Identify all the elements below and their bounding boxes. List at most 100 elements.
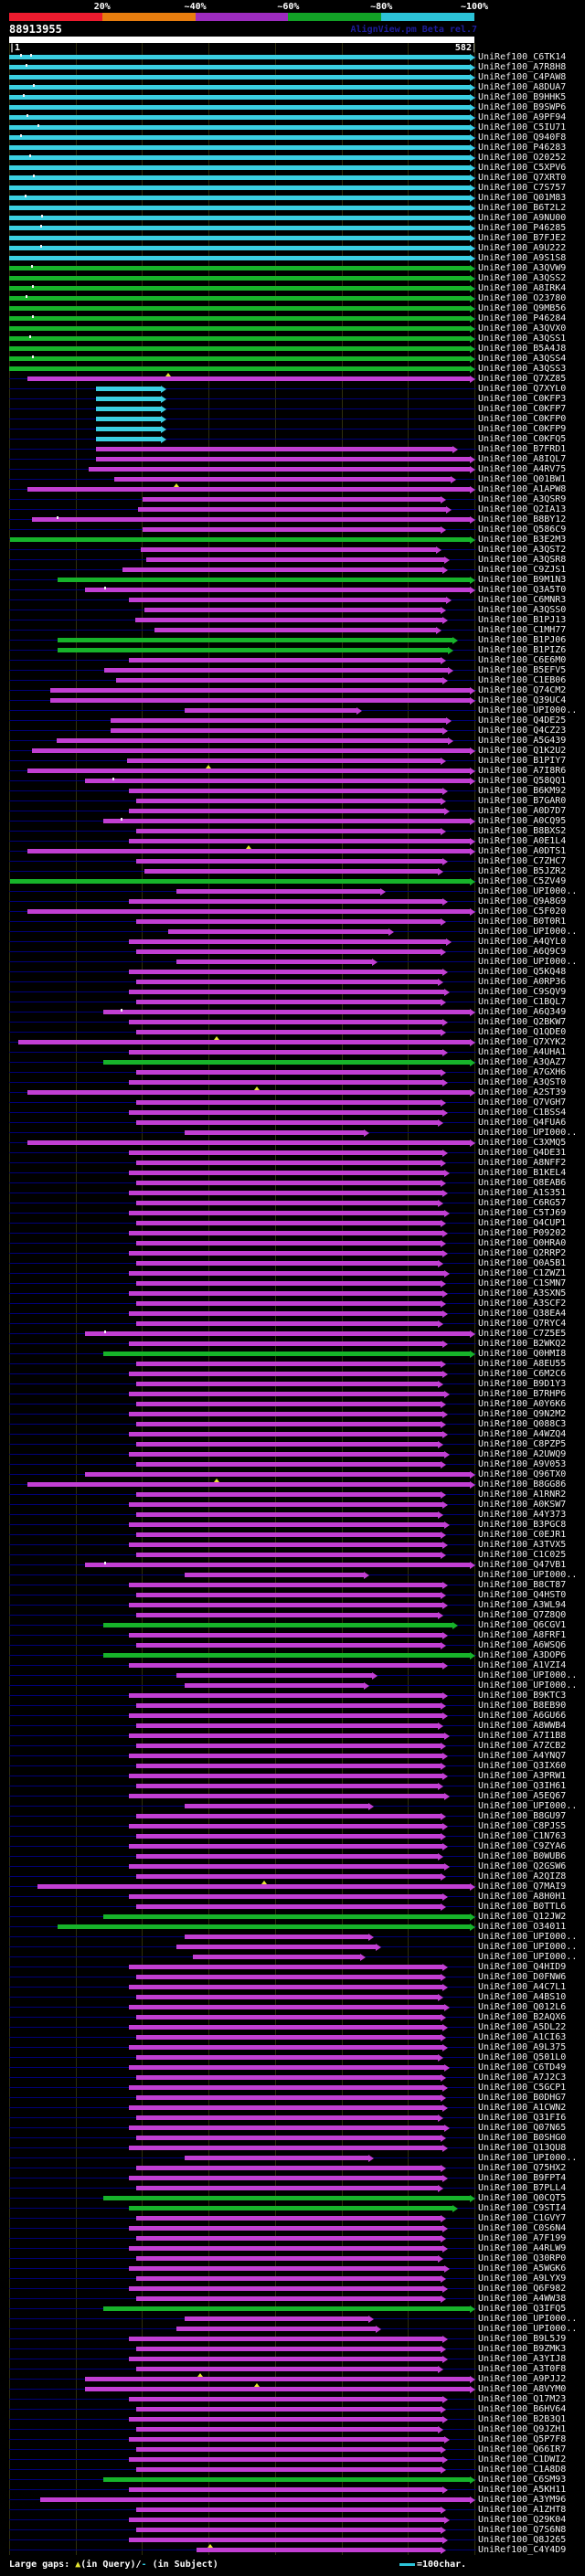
alignment-bar[interactable] <box>136 1854 438 1859</box>
alignment-bar[interactable] <box>128 809 444 813</box>
subject-label[interactable]: UniRef100_Q4HID9 <box>478 1962 567 1972</box>
subject-label[interactable]: UniRef100_A3QAZ7 <box>478 1057 567 1067</box>
alignment-row[interactable]: UniRef100_Q47VB1 <box>0 1560 585 1570</box>
subject-label[interactable]: UniRef100_A3PRW1 <box>478 1771 567 1781</box>
subject-label[interactable]: UniRef100_D0FNW6 <box>478 1972 567 1982</box>
alignment-bar[interactable] <box>136 1764 441 1768</box>
subject-label[interactable]: UniRef100_Q9A8G9 <box>478 896 567 906</box>
subject-label[interactable]: UniRef100_Q3A5T0 <box>478 585 567 595</box>
alignment-bar[interactable] <box>40 2497 470 2502</box>
alignment-bar[interactable] <box>144 608 441 612</box>
subject-label[interactable]: UniRef100_A0DTS1 <box>478 846 567 856</box>
alignment-bar[interactable] <box>136 2467 441 2472</box>
alignment-bar[interactable] <box>128 1824 443 1829</box>
subject-label[interactable]: UniRef100_A9LYX9 <box>478 2274 567 2284</box>
alignment-bar[interactable] <box>128 1794 444 1798</box>
alignment-row[interactable]: UniRef100_UPI000.. <box>0 927 585 937</box>
subject-label[interactable]: UniRef100_C3XMQ5 <box>478 1138 567 1148</box>
alignment-bar[interactable] <box>9 326 470 331</box>
subject-label[interactable]: UniRef100_P46285 <box>478 223 567 233</box>
subject-label[interactable]: UniRef100_Q58QQ1 <box>478 776 567 786</box>
alignment-row[interactable]: UniRef100_C7S757 <box>0 183 585 193</box>
alignment-row[interactable]: UniRef100_A7F199 <box>0 2233 585 2243</box>
subject-label[interactable]: UniRef100_A4YNQ7 <box>478 1751 567 1761</box>
alignment-bar[interactable] <box>102 1914 470 1919</box>
alignment-row[interactable]: UniRef100_C5GCP1 <box>0 2083 585 2093</box>
subject-label[interactable]: UniRef100_C5F020 <box>478 906 567 917</box>
alignment-row[interactable]: UniRef100_C1GVY7 <box>0 2213 585 2223</box>
subject-label[interactable]: UniRef100_Q7RYC4 <box>478 1319 567 1329</box>
alignment-bar[interactable] <box>128 2146 443 2150</box>
subject-label[interactable]: UniRef100_B6HV64 <box>478 2404 567 2414</box>
subject-label[interactable]: UniRef100_A7R8H8 <box>478 62 567 72</box>
alignment-bar[interactable] <box>136 1241 441 1246</box>
subject-label[interactable]: UniRef100_C6MNR3 <box>478 595 567 605</box>
alignment-bar[interactable] <box>128 2025 443 2030</box>
alignment-row[interactable]: UniRef100_B7RHP6 <box>0 1389 585 1399</box>
alignment-row[interactable]: UniRef100_A0KSW7 <box>0 1500 585 1510</box>
alignment-bar[interactable] <box>9 246 470 250</box>
alignment-bar[interactable] <box>9 306 470 311</box>
alignment-bar[interactable] <box>9 85 470 90</box>
alignment-bar[interactable] <box>9 145 470 150</box>
alignment-bar[interactable] <box>9 266 470 270</box>
subject-label[interactable]: UniRef100_B8CT87 <box>478 1580 567 1590</box>
alignment-row[interactable]: UniRef100_B1PJ13 <box>0 615 585 625</box>
alignment-row[interactable]: UniRef100_B0DHG7 <box>0 2093 585 2103</box>
alignment-bar[interactable] <box>136 1120 438 1125</box>
alignment-row[interactable]: UniRef100_Q0HMI8 <box>0 1349 585 1359</box>
alignment-bar[interactable] <box>49 698 470 703</box>
alignment-bar[interactable] <box>128 1864 444 1869</box>
alignment-row[interactable]: UniRef100_A4RV75 <box>0 464 585 474</box>
alignment-bar[interactable] <box>136 2528 441 2532</box>
subject-label[interactable]: UniRef100_Q0CQT5 <box>478 2193 567 2203</box>
alignment-bar[interactable] <box>128 2226 443 2231</box>
alignment-row[interactable]: UniRef100_B2AQX6 <box>0 2012 585 2022</box>
alignment-bar[interactable] <box>102 1060 470 1065</box>
subject-label[interactable]: UniRef100_C4PAW8 <box>478 72 567 82</box>
subject-label[interactable]: UniRef100_A3QST2 <box>478 545 567 555</box>
alignment-bar[interactable] <box>136 1643 441 1648</box>
subject-label[interactable]: UniRef100_Q75HX2 <box>478 2163 567 2173</box>
alignment-bar[interactable] <box>128 990 444 994</box>
alignment-bar[interactable] <box>128 2538 443 2542</box>
subject-label[interactable]: UniRef100_B8EB90 <box>478 1701 567 1711</box>
alignment-bar[interactable] <box>128 1774 443 1778</box>
alignment-row[interactable]: UniRef100_B9KTC3 <box>0 1691 585 1701</box>
alignment-bar[interactable] <box>143 497 441 502</box>
subject-label[interactable]: UniRef100_A3QSS0 <box>478 605 567 615</box>
alignment-row[interactable]: UniRef100_Q39UC4 <box>0 695 585 705</box>
alignment-row[interactable]: UniRef100_Q2GSW6 <box>0 1861 585 1871</box>
alignment-row[interactable]: UniRef100_Q4FUA6 <box>0 1118 585 1128</box>
alignment-row[interactable]: UniRef100_UPI000.. <box>0 705 585 716</box>
subject-label[interactable]: UniRef100_A1CI63 <box>478 2032 567 2042</box>
alignment-bar[interactable] <box>128 1432 443 1436</box>
subject-label[interactable]: UniRef100_C1C025 <box>478 1550 567 1560</box>
alignment-bar[interactable] <box>184 1130 365 1135</box>
alignment-row[interactable]: UniRef100_B9D1Y3 <box>0 1379 585 1389</box>
alignment-row[interactable]: UniRef100_A8FRF1 <box>0 1630 585 1640</box>
alignment-row[interactable]: UniRef100_B9M1N3 <box>0 575 585 585</box>
alignment-bar[interactable] <box>136 2075 441 2080</box>
alignment-row[interactable]: UniRef100_O20252 <box>0 153 585 163</box>
alignment-bar[interactable] <box>9 316 470 321</box>
alignment-row[interactable]: UniRef100_A3DOP6 <box>0 1650 585 1660</box>
alignment-bar[interactable] <box>184 2156 368 2160</box>
alignment-bar[interactable] <box>27 487 470 492</box>
alignment-row[interactable]: UniRef100_Q29K04 <box>0 2515 585 2525</box>
subject-label[interactable]: UniRef100_C7Z5E5 <box>478 1329 567 1339</box>
alignment-bar[interactable] <box>128 1251 443 1256</box>
alignment-row[interactable]: UniRef100_Q13QU8 <box>0 2143 585 2153</box>
subject-label[interactable]: UniRef100_B5JZR2 <box>478 866 567 876</box>
subject-label[interactable]: UniRef100_B8GU97 <box>478 1811 567 1821</box>
subject-label[interactable]: UniRef100_Q3IX60 <box>478 1761 567 1771</box>
alignment-row[interactable]: UniRef100_C9STI4 <box>0 2203 585 2213</box>
alignment-bar[interactable] <box>85 2387 470 2391</box>
subject-label[interactable]: UniRef100_Q01BW1 <box>478 474 567 484</box>
subject-label[interactable]: UniRef100_C5GCP1 <box>478 2083 567 2093</box>
alignment-bar[interactable] <box>128 1271 444 1276</box>
alignment-row[interactable]: UniRef100_Q31FI6 <box>0 2113 585 2123</box>
alignment-bar[interactable] <box>9 879 470 884</box>
subject-label[interactable]: UniRef100_C1A8D8 <box>478 2465 567 2475</box>
alignment-bar[interactable] <box>9 206 470 210</box>
